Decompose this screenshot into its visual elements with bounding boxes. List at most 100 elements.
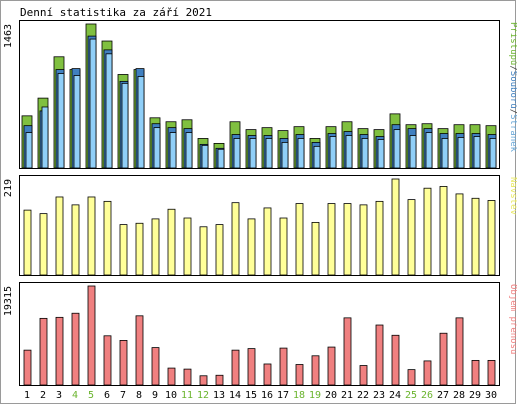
panel-1-max-label: 1463 [3, 24, 14, 48]
bar-visits-day-11 [183, 217, 192, 276]
bar-volume-day-19 [311, 355, 320, 386]
bar-volume-day-12 [199, 375, 208, 386]
bar-volume-day-25 [407, 369, 416, 386]
bar-volume-day-18 [295, 364, 304, 386]
bar-pages-day-29 [473, 136, 481, 169]
bar-visits-day-19 [311, 221, 320, 276]
bar-volume-day-30 [487, 359, 496, 386]
bar-visits-day-27 [439, 186, 448, 276]
bar-pages-day-1 [25, 132, 33, 169]
panel-frame-3 [19, 282, 500, 386]
bar-visits-day-16 [263, 207, 272, 276]
panel-3-legend: Objem přenosu [508, 284, 517, 354]
day-label-9: 9 [152, 390, 158, 401]
day-label-14: 14 [229, 390, 241, 401]
legend-part-2-1: Návštěv [508, 177, 517, 215]
bar-visits-day-13 [215, 224, 224, 276]
bar-pages-day-9 [153, 127, 161, 169]
day-label-13: 13 [213, 390, 225, 401]
bar-pages-day-14 [233, 138, 241, 169]
bar-visits-day-4 [71, 204, 80, 276]
bar-pages-day-22 [361, 138, 369, 169]
bar-volume-day-16 [263, 363, 272, 386]
bar-volume-day-21 [343, 317, 352, 386]
legend-part-1-5: Stránek [508, 114, 517, 153]
bar-pages-day-12 [201, 144, 209, 169]
bar-pages-day-7 [121, 82, 129, 169]
bar-visits-day-18 [295, 203, 304, 276]
bar-volume-day-1 [23, 349, 32, 386]
bar-pages-day-21 [345, 135, 353, 169]
bar-volume-day-6 [103, 335, 112, 386]
bar-pages-day-27 [441, 138, 449, 169]
bar-pages-day-23 [377, 139, 385, 169]
bar-pages-day-5 [89, 38, 97, 169]
bar-volume-day-14 [231, 349, 240, 386]
bar-pages-day-16 [265, 138, 273, 169]
bar-visits-day-23 [375, 200, 384, 276]
bar-volume-day-27 [439, 332, 448, 386]
day-label-4: 4 [72, 390, 78, 401]
day-label-29: 29 [469, 390, 481, 401]
bar-visits-day-6 [103, 200, 112, 276]
bar-volume-day-5 [87, 285, 96, 386]
bar-visits-day-17 [279, 217, 288, 276]
bar-visits-day-24 [391, 178, 400, 276]
day-label-11: 11 [181, 390, 193, 401]
bar-volume-day-8 [135, 315, 144, 386]
panel-3-max-label: 19315 [3, 286, 14, 316]
day-label-8: 8 [136, 390, 142, 401]
bar-volume-day-15 [247, 348, 256, 386]
legend-part-1-2: / [508, 65, 517, 70]
bar-pages-day-17 [281, 142, 289, 169]
bar-pages-day-28 [457, 137, 465, 169]
bar-visits-day-5 [87, 196, 96, 276]
bar-visits-day-3 [55, 196, 64, 276]
bar-pages-day-30 [489, 138, 497, 169]
bar-visits-day-9 [151, 218, 160, 276]
day-label-12: 12 [197, 390, 209, 401]
legend-part-1-4: / [508, 109, 517, 114]
bar-volume-day-23 [375, 324, 384, 386]
day-label-21: 21 [341, 390, 353, 401]
day-label-17: 17 [277, 390, 289, 401]
panel-1-legend: Přístupů/Souborů/Stránek [508, 22, 517, 153]
bar-volume-day-2 [39, 317, 48, 386]
bar-visits-day-30 [487, 200, 496, 276]
bar-volume-day-9 [151, 347, 160, 386]
day-label-15: 15 [245, 390, 257, 401]
bar-pages-day-20 [329, 136, 337, 169]
bar-visits-day-22 [359, 204, 368, 276]
bar-pages-day-13 [217, 148, 225, 169]
bar-visits-day-8 [135, 222, 144, 276]
day-label-26: 26 [421, 390, 433, 401]
day-label-16: 16 [261, 390, 273, 401]
day-label-22: 22 [357, 390, 369, 401]
bar-pages-day-3 [57, 73, 65, 169]
panel-frame-2 [19, 175, 500, 276]
bar-volume-day-20 [327, 346, 336, 386]
bar-visits-day-12 [199, 226, 208, 276]
bar-pages-day-2 [41, 106, 49, 169]
bar-visits-day-10 [167, 208, 176, 276]
day-label-30: 30 [485, 390, 497, 401]
bar-volume-day-17 [279, 347, 288, 386]
day-label-24: 24 [389, 390, 401, 401]
panel-2-legend: Návštěv [508, 177, 517, 215]
bar-volume-day-10 [167, 367, 176, 386]
bar-visits-day-7 [119, 224, 128, 276]
bar-visits-day-15 [247, 218, 256, 276]
bar-pages-day-18 [297, 138, 305, 169]
bar-volume-day-3 [55, 316, 64, 386]
bar-visits-day-26 [423, 187, 432, 276]
bar-volume-day-28 [455, 317, 464, 386]
bar-visits-day-20 [327, 203, 336, 276]
bar-volume-day-22 [359, 365, 368, 386]
day-label-6: 6 [104, 390, 110, 401]
legend-part-3-1: Objem přenosu [508, 284, 517, 354]
day-label-3: 3 [56, 390, 62, 401]
day-label-20: 20 [325, 390, 337, 401]
bar-visits-day-21 [343, 203, 352, 276]
bar-visits-day-1 [23, 209, 32, 276]
